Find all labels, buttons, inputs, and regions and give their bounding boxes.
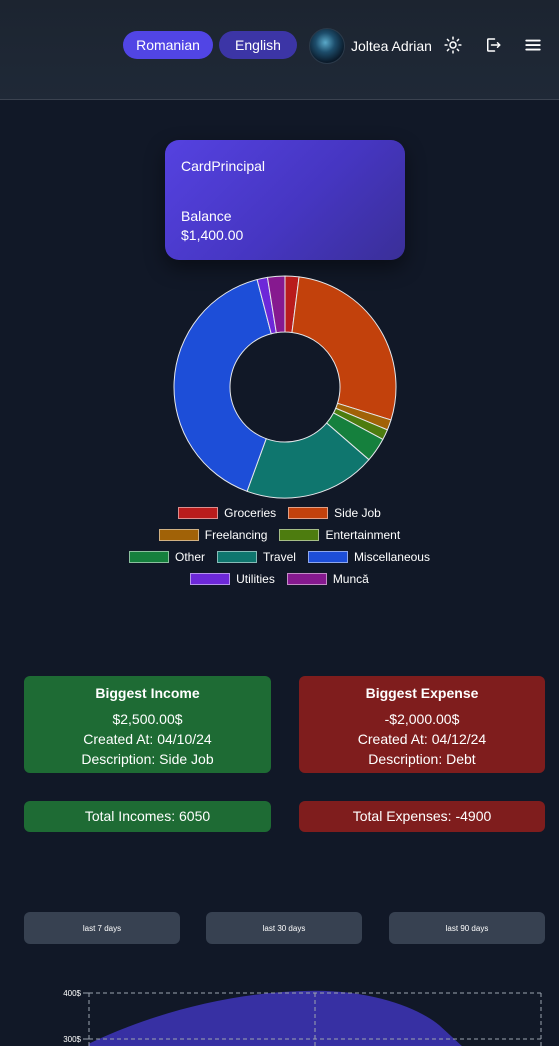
range-90-days-button[interactable]: last 90 days bbox=[389, 912, 545, 944]
total-incomes-badge: Total Incomes: 6050 bbox=[24, 801, 271, 832]
legend-item[interactable]: Utilities bbox=[190, 572, 275, 586]
legend-swatch bbox=[307, 551, 348, 563]
legend-swatch bbox=[279, 529, 320, 541]
legend-row: Utilities Muncă bbox=[0, 572, 559, 586]
legend-label: Side Job bbox=[334, 506, 381, 520]
biggest-expense-title: Biggest Expense bbox=[365, 685, 479, 701]
logout-icon[interactable] bbox=[483, 35, 503, 55]
menu-icon[interactable] bbox=[523, 35, 543, 55]
legend-item[interactable]: Muncă bbox=[286, 572, 369, 586]
legend-item[interactable]: Freelancing bbox=[158, 528, 268, 542]
legend-swatch bbox=[129, 551, 170, 563]
legend-swatch bbox=[158, 529, 199, 541]
legend-label: Entertainment bbox=[325, 528, 401, 542]
legend-swatch bbox=[217, 551, 258, 563]
biggest-expense-date: Created At: 04/12/24 bbox=[357, 731, 487, 747]
biggest-expense-card: Biggest Expense -$2,000.00$ Created At: … bbox=[299, 676, 545, 773]
total-expenses-badge: Total Expenses: -4900 bbox=[299, 801, 545, 832]
language-english-button[interactable]: English bbox=[219, 31, 297, 59]
legend-label: Travel bbox=[263, 550, 296, 564]
legend-item[interactable]: Miscellaneous bbox=[307, 550, 430, 564]
donut-slice-miscellaneous[interactable] bbox=[173, 278, 272, 492]
language-romanian-button[interactable]: Romanian bbox=[123, 31, 213, 59]
legend-item[interactable]: Side Job bbox=[288, 506, 381, 520]
legend-item[interactable]: Other bbox=[129, 550, 205, 564]
balance-area-chart: 400$ 300$ bbox=[63, 989, 542, 1046]
top-navbar: Romanian English Joltea Adrian bbox=[0, 0, 559, 100]
area-series bbox=[89, 990, 462, 1046]
biggest-income-title: Biggest Income bbox=[95, 685, 200, 701]
range-30-days-button[interactable]: last 30 days bbox=[206, 912, 362, 944]
range-7-days-button[interactable]: last 7 days bbox=[24, 912, 180, 944]
biggest-income-amount: $2,500.00$ bbox=[112, 711, 183, 727]
biggest-income-description: Description: Side Job bbox=[81, 751, 214, 767]
legend-swatch bbox=[288, 507, 329, 519]
legend-label: Muncă bbox=[332, 572, 369, 586]
legend-swatch bbox=[178, 507, 219, 519]
legend-label: Miscellaneous bbox=[353, 550, 430, 564]
legend-label: Other bbox=[175, 550, 206, 564]
legend-row: Other Travel Miscellaneous bbox=[0, 550, 559, 564]
biggest-expense-amount: -$2,000.00$ bbox=[384, 711, 460, 727]
biggest-income-date: Created At: 04/10/24 bbox=[83, 731, 212, 747]
legend-item[interactable]: Groceries bbox=[178, 506, 276, 520]
legend-row: Groceries Side Job bbox=[0, 506, 559, 520]
donut-slice-munc-[interactable] bbox=[266, 275, 286, 334]
balance-card[interactable]: CardPrincipal Balance $1,400.00 bbox=[165, 140, 405, 260]
avatar[interactable] bbox=[309, 28, 345, 64]
biggest-income-card: Biggest Income $2,500.00$ Created At: 04… bbox=[24, 676, 271, 773]
donut-slice-travel[interactable] bbox=[246, 422, 370, 499]
card-name: CardPrincipal bbox=[181, 158, 266, 174]
legend-label: Freelancing bbox=[204, 528, 268, 542]
y-tick-label: 300$ bbox=[63, 1035, 81, 1044]
username[interactable]: Joltea Adrian bbox=[351, 38, 432, 54]
legend-swatch bbox=[286, 573, 327, 585]
legend-item[interactable]: Entertainment bbox=[279, 528, 400, 542]
balance-value: $1,400.00 bbox=[181, 227, 244, 243]
y-tick-label: 400$ bbox=[63, 989, 81, 998]
legend-label: Utilities bbox=[236, 572, 275, 586]
balance-label: Balance bbox=[181, 208, 232, 224]
category-donut-chart bbox=[173, 275, 397, 499]
biggest-expense-description: Description: Debt bbox=[368, 751, 476, 767]
legend-item[interactable]: Travel bbox=[217, 550, 296, 564]
donut-slice-side-job[interactable] bbox=[291, 276, 397, 421]
sun-icon[interactable] bbox=[443, 35, 463, 55]
legend-swatch bbox=[190, 573, 231, 585]
legend-row: Freelancing Entertainment bbox=[0, 528, 559, 542]
legend-label: Groceries bbox=[224, 506, 277, 520]
